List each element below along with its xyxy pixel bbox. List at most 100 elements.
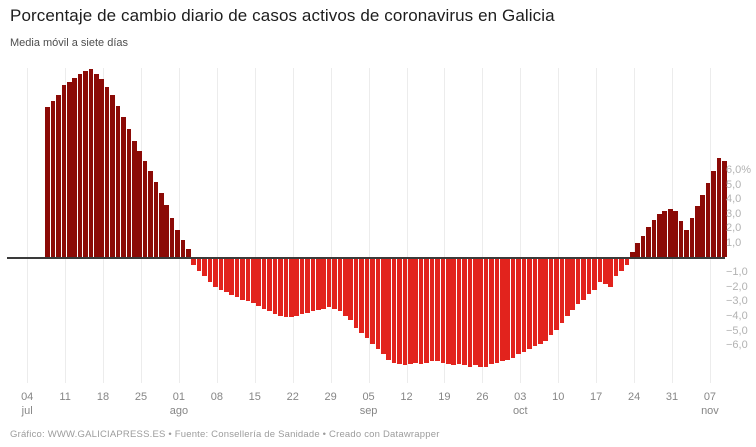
negative-bar: [202, 258, 207, 277]
positive-bar: [137, 150, 142, 258]
x-gridline: [634, 68, 636, 383]
x-gridline: [178, 68, 180, 383]
positive-bar: [640, 235, 646, 258]
negative-bar: [348, 258, 354, 321]
negative-bar: [397, 258, 402, 364]
x-gridline: [254, 68, 256, 383]
positive-bar: [635, 242, 641, 258]
negative-bar: [521, 258, 527, 353]
negative-bar: [440, 258, 446, 363]
negative-bar: [191, 258, 197, 265]
negative-bar: [537, 258, 543, 344]
x-axis-tick-label: 18: [96, 391, 110, 403]
positive-bar: [169, 218, 175, 258]
negative-bar: [532, 258, 538, 347]
positive-bar: [88, 69, 94, 258]
positive-bar: [121, 117, 126, 258]
negative-bar: [278, 258, 283, 316]
negative-bar: [294, 258, 299, 316]
positive-bar: [667, 209, 673, 258]
negative-bar: [462, 258, 467, 366]
negative-bar: [592, 258, 597, 290]
negative-bar: [565, 258, 570, 316]
x-gridline: [558, 68, 560, 383]
negative-bar: [543, 258, 548, 341]
positive-bar: [45, 107, 50, 258]
x-axis-tick-label: 25: [134, 391, 148, 403]
positive-bar: [164, 204, 169, 258]
negative-bar: [229, 258, 234, 296]
negative-bar: [597, 258, 603, 283]
x-gridline: [482, 68, 484, 383]
negative-bar: [586, 258, 592, 294]
positive-bar: [104, 86, 110, 258]
positive-bar: [77, 73, 83, 258]
negative-bar: [337, 258, 343, 312]
x-axis-tick-label: 17: [590, 391, 603, 403]
negative-bar: [505, 258, 511, 360]
negative-bar: [353, 258, 359, 328]
x-axis-tick-label: 26: [476, 391, 489, 403]
x-axis-tick-label: 05 sep: [359, 391, 378, 417]
negative-bar: [256, 258, 262, 306]
negative-bar: [500, 258, 505, 362]
negative-bar: [429, 258, 435, 362]
y-axis-tick-label: 3,0: [726, 207, 742, 220]
negative-bar: [602, 258, 608, 284]
negative-bar: [554, 258, 559, 331]
y-axis-tick-label: −5,0: [726, 324, 748, 337]
negative-bar: [234, 258, 240, 297]
y-axis-tick-label: 6,0%: [726, 163, 752, 176]
negative-bar: [451, 258, 456, 366]
x-axis-tick-label: 08: [210, 391, 223, 403]
negative-bar: [527, 258, 532, 350]
negative-bar: [380, 258, 386, 354]
positive-bar: [705, 183, 711, 258]
x-gridline: [596, 68, 598, 383]
negative-bar: [245, 258, 251, 302]
x-axis-tick-label: 01 ago: [169, 391, 189, 417]
y-axis-tick-label: −1,0: [726, 266, 748, 279]
negative-bar: [510, 258, 516, 359]
negative-bar: [494, 258, 500, 363]
positive-bar: [651, 219, 657, 258]
chart-title: Porcentaje de cambio diario de casos act…: [10, 6, 555, 25]
negative-bar: [624, 258, 630, 265]
negative-bar: [581, 258, 586, 300]
negative-bar: [478, 258, 483, 367]
x-gridline: [216, 68, 218, 383]
y-axis-tick-label: −4,0: [726, 309, 748, 322]
negative-bar: [251, 258, 256, 303]
negative-bar: [267, 258, 272, 312]
x-axis-tick-label: 19: [438, 391, 451, 403]
negative-bar: [456, 258, 462, 364]
x-gridline: [444, 68, 446, 383]
positive-bar: [94, 73, 99, 258]
negative-bar: [467, 258, 473, 367]
x-gridline: [368, 68, 370, 383]
negative-bar: [516, 258, 521, 354]
y-axis-tick-label: −6,0: [726, 339, 748, 352]
negative-bar: [489, 258, 494, 364]
x-gridline: [292, 68, 294, 383]
negative-bar: [402, 258, 408, 366]
positive-bar: [678, 221, 684, 258]
negative-bar: [223, 258, 229, 293]
positive-bar: [131, 140, 137, 258]
positive-bar: [153, 181, 159, 258]
positive-bar: [662, 210, 668, 258]
negative-bar: [359, 258, 364, 334]
y-axis-tick-label: 4,0: [726, 193, 742, 206]
positive-bar: [175, 229, 180, 258]
negative-bar: [299, 258, 305, 315]
negative-bar: [196, 258, 202, 271]
x-axis-tick-label: 31: [665, 391, 679, 403]
y-axis-tick-label: 2,0: [726, 222, 742, 235]
positive-bar: [673, 210, 678, 258]
negative-bar: [218, 258, 224, 290]
negative-bar: [326, 258, 332, 308]
positive-bar: [50, 101, 56, 258]
x-gridline: [406, 68, 408, 383]
x-gridline: [709, 68, 711, 383]
negative-bar: [316, 258, 321, 310]
